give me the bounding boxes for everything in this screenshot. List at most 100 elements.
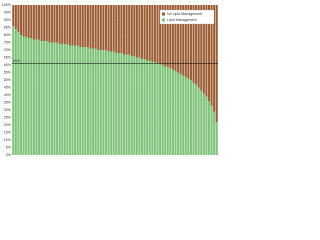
y-tick-label: 90% — [4, 18, 12, 22]
bar-segment — [27, 38, 30, 155]
bar-segment — [14, 5, 17, 29]
bar-segment — [153, 5, 156, 62]
bar-segment — [76, 5, 79, 46]
bar-segment — [179, 74, 182, 155]
y-tick-label: 30% — [4, 108, 12, 112]
bar-segment — [189, 5, 192, 80]
bar-segment — [210, 105, 213, 155]
bar-segment — [156, 5, 159, 64]
bar-segment — [61, 5, 64, 44]
bar-segment — [50, 5, 53, 43]
bar-segment — [174, 71, 177, 155]
bar-segment — [17, 32, 20, 155]
y-tick-label: 50% — [4, 78, 12, 82]
bar-segment — [112, 51, 115, 155]
chart: 0% 5% 10% 15% 20% 25% 30% 35% 40% 45% 50% 55% 60% 65%… — [2, 3, 218, 157]
bar-segment — [27, 5, 30, 38]
bar-segment — [50, 42, 53, 155]
bar-segment — [115, 5, 118, 53]
bar-segment — [68, 45, 71, 155]
bar-segment — [164, 5, 167, 67]
bar-segment — [43, 41, 46, 155]
bar-segment — [99, 50, 102, 155]
bar-segment — [99, 5, 102, 50]
bar-segment — [169, 68, 172, 155]
bar-segment — [92, 48, 95, 155]
bar-segment — [56, 42, 59, 155]
bar-segment — [84, 5, 87, 47]
bar-segment — [14, 29, 17, 155]
bar-segment — [40, 41, 43, 155]
bar-segment — [89, 48, 92, 155]
bar-segment — [63, 5, 66, 44]
bar-segment — [66, 5, 69, 44]
bar-segment — [79, 47, 82, 155]
y-tick-label: 75% — [4, 40, 12, 44]
bar-segment — [195, 5, 198, 85]
bar-segment — [164, 66, 167, 155]
bar-segment — [94, 48, 97, 155]
bar-segment — [192, 5, 195, 83]
bar-segment — [205, 5, 208, 97]
bar-segment — [182, 5, 185, 76]
bar-segment — [74, 5, 77, 46]
bar-segment — [117, 53, 120, 155]
bar-segment — [138, 5, 141, 58]
bar-segment — [38, 5, 41, 40]
bar-segment — [213, 111, 216, 155]
y-tick-label: 85% — [4, 25, 12, 29]
bar-segment — [151, 5, 154, 62]
bar-segment — [107, 51, 110, 155]
bar-segment — [128, 54, 131, 155]
bar-segment — [86, 47, 89, 155]
bar-segment — [208, 5, 210, 101]
bar-segment — [32, 39, 35, 155]
bar-segment — [12, 5, 15, 26]
bar-segment — [153, 62, 156, 155]
bar-segment — [12, 26, 15, 155]
bar-segment — [135, 5, 138, 58]
bar-segment — [130, 56, 133, 155]
bar-segment — [133, 5, 136, 56]
bar-segment — [215, 122, 218, 155]
bar-segment — [156, 63, 159, 155]
bar-segment — [79, 5, 82, 47]
bar-segment — [184, 77, 187, 155]
bar-segment — [97, 5, 100, 50]
bar-segment — [125, 54, 128, 155]
y-tick-label: 5% — [6, 145, 12, 149]
bar-segment — [53, 42, 56, 155]
bar-segment — [161, 5, 164, 65]
bar-segment — [63, 44, 66, 155]
legend-label: Lipid Management — [167, 18, 197, 22]
y-tick-label: 20% — [4, 123, 12, 127]
bar-segment — [102, 5, 105, 50]
bar-segment — [112, 5, 115, 52]
bar-segment — [107, 5, 110, 52]
bar-segment — [17, 5, 20, 32]
bar-segment — [102, 50, 105, 155]
legend-label: No Lipid Management — [167, 12, 202, 16]
bar-segment — [146, 60, 149, 155]
bar-segment — [169, 5, 172, 68]
bar-segment — [143, 59, 146, 155]
bar-segment — [187, 78, 190, 155]
bar-segment — [40, 5, 43, 41]
bar-segment — [76, 45, 79, 155]
bar-segment — [166, 66, 169, 155]
y-tick-label: 15% — [4, 130, 12, 134]
bar-segment — [141, 59, 144, 155]
bar-segment — [151, 62, 154, 155]
bar-segment — [171, 69, 174, 155]
bar-segment — [213, 5, 216, 112]
bar-segment — [141, 5, 144, 59]
bar-segment — [30, 5, 33, 38]
bar-segment — [45, 5, 48, 41]
bar-segment — [71, 5, 74, 46]
bar-segment — [135, 57, 138, 155]
bar-segment — [45, 41, 48, 155]
legend-swatch — [162, 12, 165, 16]
y-tick-label: 25% — [4, 115, 12, 119]
bar-segment — [205, 96, 208, 155]
bar-segment — [200, 90, 203, 155]
